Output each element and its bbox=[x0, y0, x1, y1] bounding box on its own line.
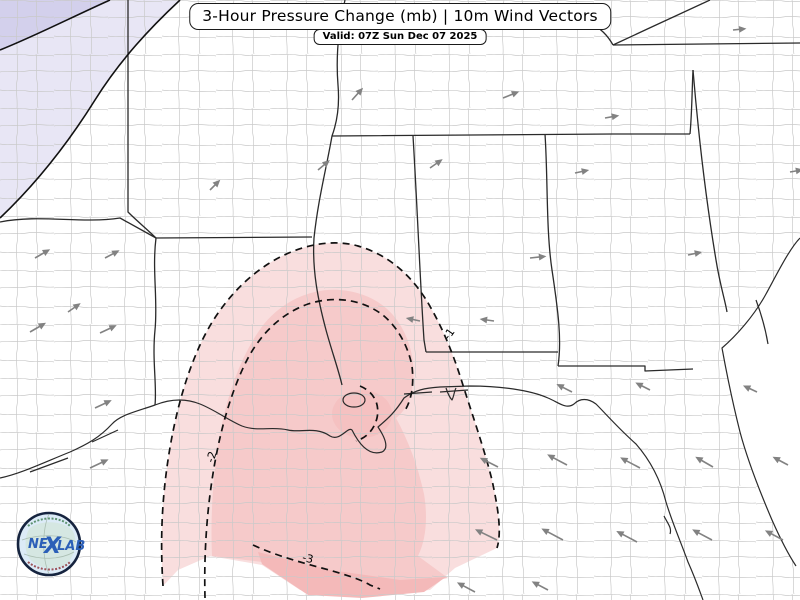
valid-time-badge: Valid: 07Z Sun Dec 07 2025 bbox=[313, 29, 487, 45]
wind-vector bbox=[574, 168, 590, 175]
wind-vector bbox=[556, 384, 573, 393]
wind-vector bbox=[34, 249, 51, 259]
wind-vector bbox=[479, 457, 499, 468]
wind-vector bbox=[616, 530, 638, 543]
logo-text-x: X bbox=[42, 534, 62, 559]
wind-vector bbox=[604, 113, 620, 121]
wind-vector bbox=[104, 250, 120, 259]
wind-vector bbox=[547, 454, 568, 466]
wind-vector bbox=[351, 87, 364, 101]
wind-vector bbox=[94, 400, 112, 409]
wind-vector bbox=[742, 385, 758, 393]
contour-negative-1 bbox=[160, 242, 501, 587]
wind-vector bbox=[429, 159, 443, 169]
contour-label: -3 bbox=[301, 551, 315, 566]
wind-vector bbox=[67, 303, 81, 313]
wind-vector bbox=[29, 322, 47, 333]
wind-vector bbox=[764, 530, 784, 541]
contour-lines bbox=[0, 0, 501, 599]
wind-vector bbox=[474, 529, 498, 541]
wind-vector bbox=[209, 179, 221, 191]
wind-vector bbox=[529, 253, 547, 261]
wind-vector bbox=[620, 457, 641, 469]
wind-vector bbox=[456, 582, 476, 593]
coastline bbox=[0, 237, 800, 600]
wind-vector bbox=[695, 456, 714, 468]
contour-positive-2 bbox=[0, 0, 111, 51]
contour-closed-center bbox=[355, 385, 379, 442]
nexlab-logo: NE X LAB bbox=[16, 511, 85, 577]
contour-positive-1 bbox=[0, 0, 181, 219]
wind-vector bbox=[89, 459, 109, 469]
logo-text-ne: NE bbox=[28, 537, 48, 552]
contour-negative-2 bbox=[203, 298, 414, 599]
wind-vector-layer bbox=[29, 25, 800, 593]
wind-vector bbox=[502, 91, 520, 99]
page-title: 3-Hour Pressure Change (mb) | 10m Wind V… bbox=[189, 3, 611, 30]
wind-vector bbox=[772, 456, 789, 466]
wind-vector bbox=[405, 316, 421, 323]
wind-vector bbox=[99, 325, 117, 334]
wind-vector bbox=[687, 250, 703, 257]
contour-label: -2 bbox=[204, 450, 220, 464]
contour-negative-3 bbox=[252, 544, 381, 590]
logo-text-lab: LAB bbox=[57, 539, 85, 554]
wind-vector bbox=[692, 529, 713, 541]
wind-vector bbox=[541, 528, 564, 541]
wind-vector bbox=[635, 382, 651, 391]
wind-vector bbox=[479, 316, 495, 324]
wind-vector bbox=[531, 581, 549, 591]
wind-vector bbox=[317, 160, 330, 171]
wind-vector bbox=[732, 25, 747, 33]
wind-vector bbox=[789, 167, 800, 175]
